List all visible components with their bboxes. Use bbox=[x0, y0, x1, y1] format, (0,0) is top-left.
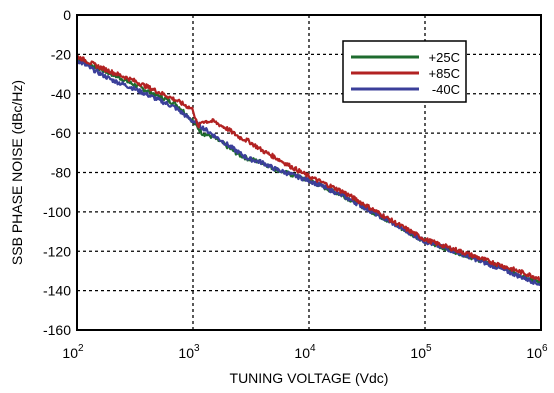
x-tick-label: 106 bbox=[526, 343, 548, 361]
x-tick-label: 102 bbox=[62, 343, 84, 361]
y-tick-label: 0 bbox=[63, 7, 71, 23]
legend-label: -40C bbox=[432, 82, 460, 97]
legend-label: +25C bbox=[429, 50, 460, 65]
y-tick-label: -80 bbox=[51, 165, 71, 181]
y-tick-label: -20 bbox=[51, 46, 71, 62]
x-axis-title: TUNING VOLTAGE (Vdc) bbox=[230, 370, 389, 386]
legend: +25C+85C-40C bbox=[342, 40, 467, 103]
series-layer bbox=[76, 54, 542, 286]
x-tick-label: 104 bbox=[294, 343, 316, 361]
x-tick-label: 103 bbox=[178, 343, 200, 361]
tick-labels: 0 -20 -40 -60 -80 -100 -120 -140 -160 102 103 104 10… bbox=[43, 7, 548, 361]
y-tick-label: -160 bbox=[43, 322, 71, 338]
y-tick-label: -120 bbox=[43, 243, 71, 259]
series-line-plusminus-85c bbox=[76, 54, 542, 282]
y-tick-label: -100 bbox=[43, 204, 71, 220]
y-tick-label: -140 bbox=[43, 283, 71, 299]
y-tick-label: -40 bbox=[51, 86, 71, 102]
y-tick-label: -60 bbox=[51, 125, 71, 141]
y-axis-title: SSB PHASE NOISE (dBc/Hz) bbox=[9, 80, 25, 265]
x-tick-label: 105 bbox=[410, 343, 432, 361]
legend-label: +85C bbox=[429, 66, 460, 81]
plot-frame bbox=[76, 14, 542, 331]
